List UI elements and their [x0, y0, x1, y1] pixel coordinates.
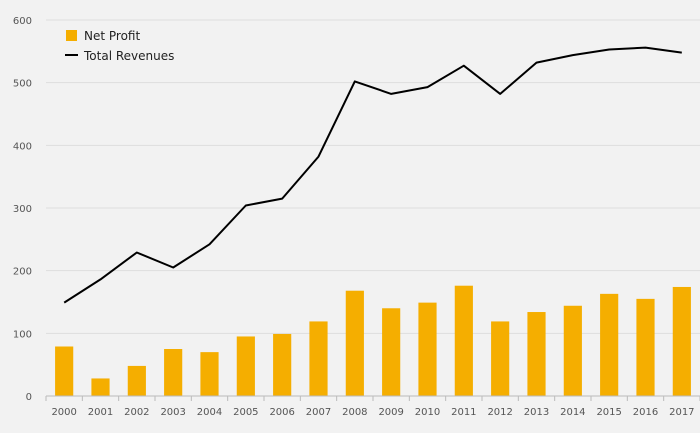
total-revenues-line	[63, 46, 682, 304]
y-tick-label: 0	[26, 392, 32, 403]
net-profit-bar	[164, 349, 183, 396]
legend-label-net-profit: Net Profit	[84, 29, 140, 43]
x-tick-label: 2013	[524, 407, 549, 418]
x-tick-label: 2007	[306, 407, 331, 418]
y-tick-label: 200	[13, 267, 32, 278]
y-tick-label: 600	[13, 16, 32, 27]
y-axis-ticks: 0 100 200 300 400 500 600	[13, 16, 32, 403]
x-tick-label: 2006	[269, 407, 294, 418]
x-tick-label: 2004	[197, 407, 222, 418]
x-tick-label: 2014	[560, 407, 585, 418]
y-tick-label: 100	[13, 329, 32, 340]
net-profit-bar	[563, 305, 582, 396]
net-profit-bar	[672, 286, 691, 396]
x-axis: 2000 2001 2002 2003 2004 2005 2006 2007 2008 2009…	[45, 395, 700, 418]
net-profit-bars	[55, 285, 691, 396]
net-profit-bar	[127, 365, 146, 396]
x-tick-label: 2009	[378, 407, 403, 418]
net-profit-bar	[55, 346, 74, 396]
y-tick-label: 500	[13, 79, 32, 90]
net-profit-bar	[236, 336, 255, 396]
y-tick-label: 300	[13, 204, 32, 215]
net-profit-bar	[309, 321, 328, 396]
x-tick-label: 2016	[633, 407, 658, 418]
legend-swatch-net-profit	[66, 30, 77, 41]
net-profit-bar	[418, 302, 437, 396]
x-tick-label: 2010	[415, 407, 440, 418]
net-profit-bar	[200, 352, 219, 396]
x-tick-label: 2008	[342, 407, 367, 418]
net-profit-bar	[454, 285, 473, 396]
legend-label-total-revenues: Total Revenues	[83, 49, 174, 63]
x-tick-label: 2012	[487, 407, 512, 418]
net-profit-bar	[91, 378, 110, 396]
x-tick-label: 2002	[124, 407, 149, 418]
x-tick-label: 2001	[88, 407, 113, 418]
x-tick-label: 2011	[451, 407, 476, 418]
x-tick-label: 2000	[51, 407, 76, 418]
net-profit-bar	[600, 293, 619, 396]
net-profit-bar	[636, 298, 655, 396]
net-profit-bar	[491, 321, 510, 396]
x-tick-label: 2017	[669, 407, 694, 418]
y-tick-label: 400	[13, 141, 32, 152]
net-profit-bar	[382, 308, 401, 396]
x-tick-label: 2005	[233, 407, 258, 418]
total-revenues-line-group	[63, 46, 682, 304]
net-profit-bar	[527, 312, 546, 396]
legend: Net Profit Total Revenues	[65, 29, 174, 63]
net-profit-bar	[345, 290, 364, 396]
x-tick-label: 2015	[596, 407, 621, 418]
gridlines	[46, 19, 700, 334]
x-tick-label: 2003	[160, 407, 185, 418]
net-profit-bar	[273, 333, 292, 396]
